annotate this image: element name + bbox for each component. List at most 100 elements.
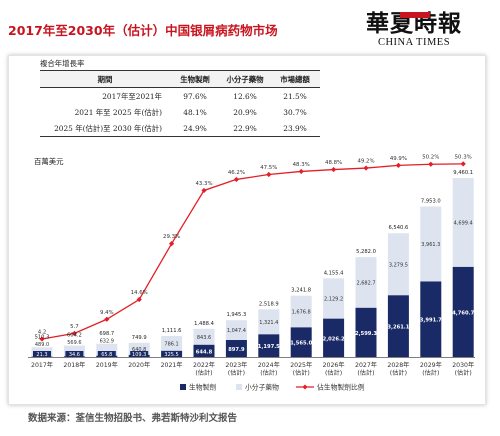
bar-small-molecule <box>258 309 280 335</box>
bar-biologics <box>225 340 247 357</box>
bar-total-label: 3,241.8 <box>291 288 311 294</box>
china-times-logo: 華夏時報 CHINA TIMES <box>362 10 466 60</box>
share-line-label: 49.2% <box>357 159 374 165</box>
column-header: 小分子藥物 <box>220 70 270 88</box>
x-tick-label: 2021年 <box>161 361 183 369</box>
column-header: 期間 <box>40 70 170 88</box>
x-tick-label: 2022年(估計) <box>193 361 215 377</box>
table-cell: 2021 年至 2025 年(估計) <box>74 107 162 117</box>
bar-label-biologics: 897.9 <box>228 347 245 353</box>
x-tick-label: 2026年(估計) <box>323 361 345 377</box>
bar-label-bg <box>130 351 149 357</box>
bar-label-biologics: 3,991.7 <box>420 318 442 324</box>
table-row: 2021 年至 2025 年(估計) 48.1% 20.9% 30.7% <box>40 104 320 120</box>
bar-label-small-molecule: 489.0 <box>35 342 49 348</box>
share-line-label: 5.7 <box>70 324 79 330</box>
share-line-point <box>395 162 401 168</box>
bar-total-label: 1,488.4 <box>194 321 214 327</box>
bar-label-small-molecule: 843.6 <box>197 335 211 341</box>
bar-total-label: 2,518.9 <box>259 301 279 307</box>
bar-biologics <box>323 318 345 357</box>
table-cell: 20.9% <box>233 107 257 117</box>
x-tick-label: 2017年 <box>31 361 53 369</box>
bar-label-small-molecule: 632.9 <box>100 338 114 344</box>
share-line-label: 48.3% <box>293 162 310 168</box>
logo-name-en: CHINA TIMES <box>377 37 451 48</box>
bar-label-bg <box>97 351 116 357</box>
bar-label-biologics: 34.6 <box>69 352 80 358</box>
bar-small-molecule <box>161 335 183 351</box>
bar-label-small-molecule: 2,682.7 <box>356 280 375 286</box>
share-line-label: 50.3% <box>455 154 472 160</box>
bar-total-label: 1,945.3 <box>226 312 246 318</box>
share-line-label: 50.2% <box>422 155 439 161</box>
cagr-table: 複合年增長率 期間 生物製劑 小分子藥物 市場總額 2017年至2021年 97… <box>40 56 320 137</box>
x-tick-label: 2018年 <box>63 361 85 369</box>
bar-label-bg <box>65 351 84 357</box>
table-cell: 24.9% <box>170 120 220 137</box>
table-row: 2025 年(估計)至 2030 年(估計) 24.9% 22.9% 23.9% <box>40 120 320 137</box>
table-cell: 22.9% <box>220 120 270 137</box>
bar-label-biologics: 2,026.2 <box>323 336 345 342</box>
bar-small-molecule <box>355 257 377 308</box>
legend-swatch-small-molecule <box>236 384 242 390</box>
column-header: 生物製劑 <box>170 70 220 88</box>
bar-total-label: 7,953.0 <box>421 199 441 205</box>
bar-label-small-molecule: 640.8 <box>132 347 146 353</box>
table-cell: 21.5% <box>283 91 307 101</box>
table-cell: 97.6% <box>183 91 207 101</box>
x-tick-label: 2030年(估計) <box>452 361 474 377</box>
share-line-label: 48.8% <box>325 160 342 166</box>
share-line-label: 43.3% <box>195 181 212 187</box>
bar-label-biologics: 1,565.0 <box>290 341 312 347</box>
x-tick-label: 2023年(估計) <box>225 361 247 377</box>
page-title: 2017年至2030年（估计）中国银屑病药物市场 <box>8 23 278 38</box>
bar-small-molecule <box>63 345 85 357</box>
bar-biologics <box>387 295 409 357</box>
share-line-point <box>136 296 142 303</box>
x-tick-label: 2027年(估計) <box>355 361 377 377</box>
bar-small-molecule <box>225 320 247 341</box>
bar-total-label: 749.9 <box>132 335 147 341</box>
share-line-point <box>201 187 207 194</box>
bar-small-molecule <box>452 178 474 267</box>
x-tick-label: 2029年(估計) <box>420 361 442 377</box>
bar-total-label: 6,540.6 <box>388 225 408 231</box>
bar-small-molecule <box>290 295 312 328</box>
share-line-point <box>233 176 239 183</box>
table-row: 2017年至2021年 97.6% 12.6% 21.5% <box>40 88 320 105</box>
bar-label-biologics: 109.3 <box>132 352 146 358</box>
share-line-point <box>460 161 466 167</box>
share-line-label: 14.6% <box>131 290 148 296</box>
bar-label-small-molecule: 1,047.4 <box>227 328 246 334</box>
bar-small-molecule <box>193 328 215 345</box>
bar-label-bg <box>162 351 181 357</box>
column-header: 市場總額 <box>270 70 320 88</box>
bar-biologics <box>452 266 474 357</box>
bar-label-small-molecule: 3,279.5 <box>389 262 408 268</box>
bar-label-biologics: 3,261.1 <box>387 325 409 331</box>
bar-label-small-molecule: 1,321.4 <box>259 320 278 326</box>
bar-small-molecule <box>387 233 409 296</box>
bar-total-label: 4,155.4 <box>324 270 344 276</box>
bar-label-biologics: 1,197.5 <box>258 344 280 350</box>
bar-total-label: 510.3 <box>35 334 50 340</box>
table-cell: 12.6% <box>233 91 257 101</box>
x-tick-label: 2025年(估計) <box>290 361 312 377</box>
table-cell: 30.7% <box>283 107 307 117</box>
table-cell: 23.9% <box>270 120 320 137</box>
bar-label-small-molecule: 569.6 <box>67 340 81 346</box>
bar-total-label: 5,282.0 <box>356 249 376 255</box>
bar-biologics <box>193 344 215 357</box>
share-line-point <box>169 241 175 247</box>
share-line-label: 49.9% <box>390 156 407 162</box>
share-line-label: 9.4% <box>100 310 114 316</box>
bar-total-label: 698.7 <box>99 331 114 337</box>
bar-biologics <box>420 281 442 357</box>
bar-total-label: 9,460.1 <box>453 170 473 176</box>
bar-total-label: 1,111.6 <box>162 328 182 334</box>
bar-biologics <box>290 327 312 357</box>
share-line-point <box>298 168 304 175</box>
x-tick-label: 2024年(估計) <box>258 361 280 377</box>
